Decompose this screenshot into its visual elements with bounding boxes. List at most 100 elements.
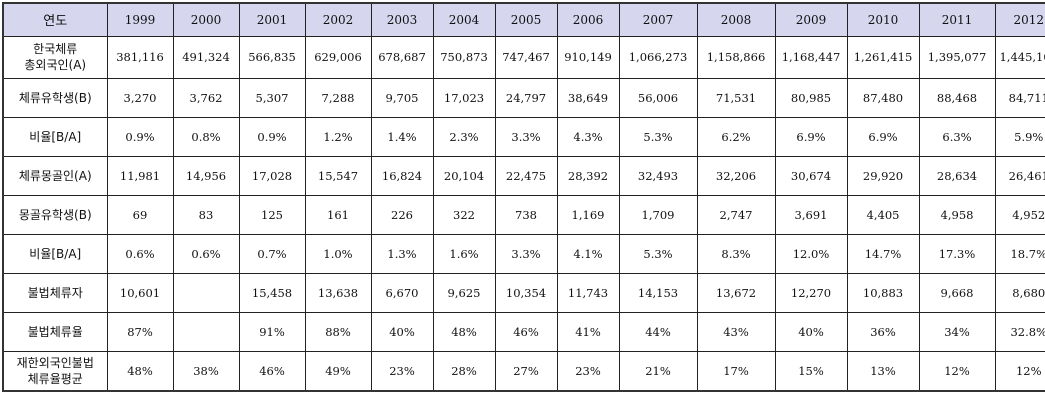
table-cell: 56,006 bbox=[618, 77, 698, 118]
table-cell: 14.7% bbox=[846, 233, 920, 274]
row-label-line: 몽골유학생(B) bbox=[18, 207, 92, 222]
table-cell: 16,824 bbox=[370, 155, 434, 196]
table-cell: 15,458 bbox=[238, 272, 306, 313]
year-column-header: 2000 bbox=[172, 2, 240, 37]
table-cell: 36% bbox=[846, 311, 920, 352]
table-cell: 12% bbox=[918, 350, 996, 392]
table-cell: 32,206 bbox=[696, 155, 776, 196]
table-cell: 30,674 bbox=[774, 155, 848, 196]
row-label-line: 체류유학생(B) bbox=[18, 90, 92, 105]
table-cell: 43% bbox=[696, 311, 776, 352]
table-cell: 49% bbox=[304, 350, 372, 392]
row-label-line: 비율[B/A] bbox=[29, 246, 82, 261]
table-cell: 910,149 bbox=[556, 35, 620, 79]
table-cell: 44% bbox=[618, 311, 698, 352]
table-cell: 4,952 bbox=[994, 194, 1045, 235]
table-cell: 3,762 bbox=[172, 77, 240, 118]
table-row: 불법체류율 87% 91% 88% 40% 48% 46% 41% 44% 43% 40% 36% 34… bbox=[2, 311, 1045, 352]
year-header: 연도 bbox=[2, 2, 108, 37]
table-cell: 10,883 bbox=[846, 272, 920, 313]
row-label: 불법체류자 bbox=[2, 272, 108, 313]
table-row: 비율[B/A] 0.6% 0.6% 0.7% 1.0% 1.3% 1.6% 3.3% 4.1% 5… bbox=[2, 233, 1045, 274]
year-column-header: 2010 bbox=[846, 2, 920, 37]
table-cell: 0.9% bbox=[106, 116, 174, 157]
statistics-table-container: 연도 1999 2000 2001 2002 2003 2004 2005 20… bbox=[2, 2, 1045, 392]
table-cell: 88,468 bbox=[918, 77, 996, 118]
table-cell: 87,480 bbox=[846, 77, 920, 118]
table-cell: 11,743 bbox=[556, 272, 620, 313]
table-cell: 1.2% bbox=[304, 116, 372, 157]
year-column-header: 2003 bbox=[370, 2, 434, 37]
table-cell: 27% bbox=[494, 350, 558, 392]
table-cell: 5.9% bbox=[994, 116, 1045, 157]
row-label-line: 한국체류 bbox=[33, 42, 78, 56]
row-label-line: 재한외국인불법 bbox=[16, 355, 94, 370]
year-column-header: 2008 bbox=[696, 2, 776, 37]
year-column-header: 2005 bbox=[494, 2, 558, 37]
table-cell: 13,672 bbox=[696, 272, 776, 313]
table-row: 체류몽골인(A) 11,981 14,956 17,028 15,547 16,824 20… bbox=[2, 155, 1045, 196]
table-cell: 1,445,103 bbox=[994, 35, 1045, 79]
row-label: 몽골유학생(B) bbox=[2, 194, 108, 235]
table-cell: 381,116 bbox=[106, 35, 174, 79]
table-cell: 46% bbox=[494, 311, 558, 352]
table-cell: 69 bbox=[106, 194, 174, 235]
table-cell: 8.3% bbox=[696, 233, 776, 274]
table-cell: 566,835 bbox=[238, 35, 306, 79]
table-cell: 38,649 bbox=[556, 77, 620, 118]
row-label-line: 체류율평균 bbox=[27, 371, 83, 386]
table-cell: 14,153 bbox=[618, 272, 698, 313]
table-cell: 629,006 bbox=[304, 35, 372, 79]
row-label: 재한외국인불법 체류율평균 bbox=[2, 350, 108, 392]
table-cell: 13% bbox=[846, 350, 920, 392]
table-cell: 17,028 bbox=[238, 155, 306, 196]
table-cell: 125 bbox=[238, 194, 306, 235]
table-cell: 23% bbox=[556, 350, 620, 392]
table-cell: 3,691 bbox=[774, 194, 848, 235]
row-label: 비율[B/A] bbox=[2, 116, 108, 157]
table-row: 재한외국인불법 체류율평균 48% 38% 46% 49% 23% 28% 27% 23% 21% 1… bbox=[2, 350, 1045, 392]
table-cell bbox=[172, 311, 240, 352]
table-cell: 28% bbox=[432, 350, 496, 392]
table-cell: 87% bbox=[106, 311, 174, 352]
table-cell: 1.4% bbox=[370, 116, 434, 157]
year-column-header: 2006 bbox=[556, 2, 620, 37]
table-cell: 0.6% bbox=[106, 233, 174, 274]
table-cell: 32,493 bbox=[618, 155, 698, 196]
table-cell: 1,709 bbox=[618, 194, 698, 235]
table-cell: 91% bbox=[238, 311, 306, 352]
table-cell: 9,625 bbox=[432, 272, 496, 313]
table-cell: 6.9% bbox=[846, 116, 920, 157]
table-cell: 1,261,415 bbox=[846, 35, 920, 79]
table-cell: 10,601 bbox=[106, 272, 174, 313]
row-label-line: 체류몽골인(A) bbox=[18, 168, 92, 183]
year-column-header: 2011 bbox=[918, 2, 996, 37]
table-cell: 10,354 bbox=[494, 272, 558, 313]
year-column-header: 2007 bbox=[618, 2, 698, 37]
table-cell: 7,288 bbox=[304, 77, 372, 118]
table-cell: 2.3% bbox=[432, 116, 496, 157]
table-cell: 4,958 bbox=[918, 194, 996, 235]
table-row: 비율[B/A] 0.9% 0.8% 0.9% 1.2% 1.4% 2.3% 3.3% 4.3% 5… bbox=[2, 116, 1045, 157]
table-cell: 14,956 bbox=[172, 155, 240, 196]
table-cell: 750,873 bbox=[432, 35, 496, 79]
table-cell: 1.0% bbox=[304, 233, 372, 274]
table-cell: 40% bbox=[370, 311, 434, 352]
table-cell: 46% bbox=[238, 350, 306, 392]
table-cell: 12% bbox=[994, 350, 1045, 392]
table-cell: 26,461 bbox=[994, 155, 1045, 196]
table-cell: 23% bbox=[370, 350, 434, 392]
table-cell: 1,168,447 bbox=[774, 35, 848, 79]
table-cell: 9,705 bbox=[370, 77, 434, 118]
table-cell: 38% bbox=[172, 350, 240, 392]
table-cell: 6.2% bbox=[696, 116, 776, 157]
table-cell: 17.3% bbox=[918, 233, 996, 274]
table-cell: 8,680 bbox=[994, 272, 1045, 313]
table-cell: 3.3% bbox=[494, 116, 558, 157]
table-cell: 1,395,077 bbox=[918, 35, 996, 79]
table-cell: 226 bbox=[370, 194, 434, 235]
table-cell: 88% bbox=[304, 311, 372, 352]
year-column-header: 2002 bbox=[304, 2, 372, 37]
year-column-header: 2012 bbox=[994, 2, 1045, 37]
table-cell: 40% bbox=[774, 311, 848, 352]
